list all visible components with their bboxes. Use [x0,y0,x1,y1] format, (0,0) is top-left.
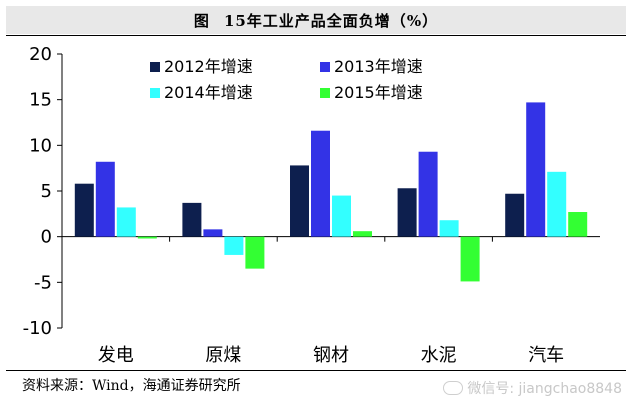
category-label: 原煤 [205,345,241,366]
legend-label: 2014年增速 [164,83,253,102]
bar [439,220,459,237]
bar [353,231,372,237]
bar [245,236,265,269]
figure-prefix: 图 [193,11,210,30]
bar [224,236,244,255]
bar [505,193,525,237]
bar-chart: 20 15 10 5 0 -5 -10 发电 原煤 钢材 水泥 汽车 2012年增速 2013年增速 201… [23,44,600,366]
y-tick-label: 15 [29,90,52,111]
watermark-text: 微信号: jiangchao8848 [467,381,622,397]
y-tick-label: -10 [23,318,52,339]
bar [95,161,115,237]
bar [290,165,309,237]
legend-swatch [320,62,330,72]
legend-swatch [150,88,160,98]
source-note: 资料来源：Wind，海通证券研究所 [22,378,241,394]
bar [397,188,417,237]
y-tick-label: -5 [34,272,52,293]
bar [418,151,438,237]
bar [182,202,202,237]
bar [526,102,546,237]
legend-label: 2015年增速 [334,83,423,102]
y-tick-label: 10 [29,135,52,156]
y-tick-label: 20 [29,44,52,65]
category-label: 钢材 [313,345,349,366]
footer-divider [6,370,626,371]
category-label: 发电 [98,345,134,366]
bar [137,236,157,239]
category-label: 水泥 [421,345,457,366]
title-divider [6,35,626,36]
legend-swatch [320,88,330,98]
category-label: 汽车 [528,345,564,366]
chart-title: 15年工业产品全面负增（%） [223,11,439,30]
y-tick-label: 0 [41,227,52,248]
legend-swatch [150,62,160,72]
bar [332,195,351,237]
bar [311,130,330,237]
bar [74,183,94,237]
legend-label: 2012年增速 [164,57,253,76]
wechat-icon [443,381,464,395]
y-tick-label: 5 [41,181,52,202]
bar [460,236,480,282]
bar [568,212,588,237]
bar [116,207,136,237]
bar [547,171,567,237]
legend-label: 2013年增速 [334,57,423,76]
chart-title-bar: 图 15年工业产品全面负增（%） [6,6,626,34]
bar [203,229,223,237]
watermark: 微信号: jiangchao8848 [443,378,622,398]
